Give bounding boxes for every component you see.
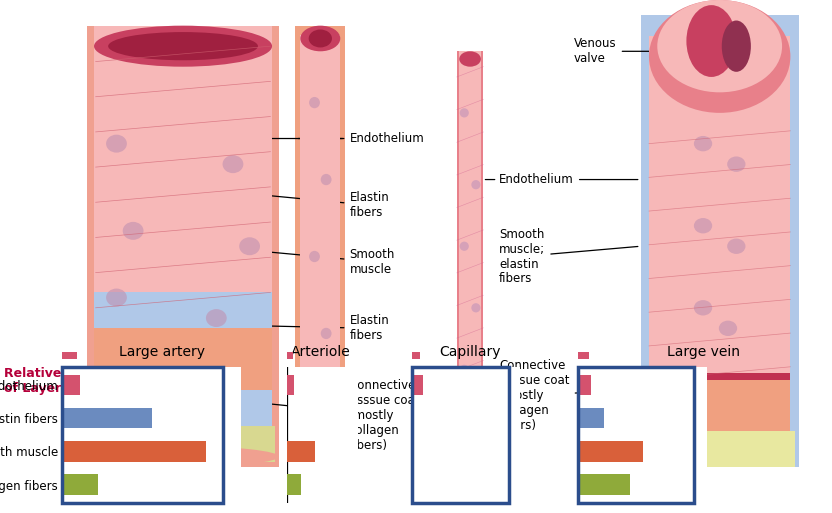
Ellipse shape [310, 251, 319, 262]
Bar [295, 26, 345, 467]
Ellipse shape [106, 134, 127, 153]
Ellipse shape [694, 136, 712, 151]
Ellipse shape [471, 180, 481, 189]
Ellipse shape [106, 288, 127, 307]
Bar [287, 474, 301, 495]
Ellipse shape [300, 26, 340, 51]
Ellipse shape [459, 51, 481, 67]
Bar [94, 390, 272, 426]
Bar [92, 426, 275, 462]
Bar [649, 373, 790, 380]
Bar [62, 441, 206, 462]
Ellipse shape [309, 29, 332, 48]
Text: Connective
tisssue coat
(mostly
collagen
fibers): Connective tisssue coat (mostly collagen… [499, 359, 638, 431]
Ellipse shape [139, 376, 160, 394]
Bar [287, 441, 315, 462]
Text: Smooth
muscle;
elastin
fibers: Smooth muscle; elastin fibers [499, 227, 638, 286]
Text: Elastin
fibers: Elastin fibers [265, 191, 389, 219]
Text: Capillary: Capillary [439, 345, 501, 359]
Ellipse shape [464, 406, 474, 415]
Ellipse shape [722, 21, 751, 72]
Bar [62, 375, 80, 396]
Ellipse shape [657, 0, 782, 92]
Text: Endothelium: Endothelium [265, 132, 424, 145]
Bar [300, 35, 340, 425]
Ellipse shape [694, 300, 712, 315]
Text: Large vein: Large vein [666, 345, 740, 359]
Text: Arteriole: Arteriole [290, 345, 350, 359]
Polygon shape [420, 446, 468, 492]
Bar [295, 432, 345, 436]
Ellipse shape [727, 239, 745, 254]
Text: Venous
valve: Venous valve [574, 37, 717, 65]
Ellipse shape [206, 309, 226, 327]
Ellipse shape [321, 328, 331, 339]
Bar [457, 51, 483, 467]
Bar [62, 408, 152, 428]
Ellipse shape [94, 26, 272, 67]
Bar [287, 351, 293, 359]
Bar [287, 375, 295, 396]
Ellipse shape [459, 108, 469, 117]
Text: Large artery: Large artery [119, 345, 206, 359]
Ellipse shape [459, 242, 469, 251]
Bar [62, 474, 98, 495]
Bar [94, 292, 272, 328]
Bar [645, 431, 795, 467]
Ellipse shape [123, 222, 144, 240]
Bar [459, 51, 481, 467]
Bar [94, 328, 272, 390]
Bar [578, 441, 643, 462]
Ellipse shape [108, 32, 258, 61]
Ellipse shape [719, 321, 737, 336]
Text: Endothelium: Endothelium [499, 173, 638, 186]
Bar [299, 425, 342, 431]
Ellipse shape [471, 303, 481, 312]
Bar [412, 351, 420, 359]
Bar [578, 474, 630, 495]
Text: Connective
tisssue coat
(mostly
collagen
fibers): Connective tisssue coat (mostly collagen… [260, 379, 420, 452]
Bar [649, 380, 790, 431]
Ellipse shape [459, 365, 469, 374]
Bar [641, 15, 799, 467]
Ellipse shape [686, 5, 736, 77]
Ellipse shape [240, 237, 260, 255]
Bar [87, 26, 279, 467]
Text: Elastin
fibers: Elastin fibers [260, 314, 389, 342]
Text: Relative Thickness
of Layers in Wall: Relative Thickness of Layers in Wall [4, 367, 136, 395]
Ellipse shape [223, 155, 244, 173]
Ellipse shape [321, 174, 331, 185]
Ellipse shape [649, 0, 790, 113]
Ellipse shape [87, 446, 279, 467]
Bar [412, 375, 423, 396]
Bar [649, 36, 790, 374]
Text: Smooth
muscle: Smooth muscle [265, 248, 395, 275]
Bar [578, 408, 604, 428]
Bar [94, 26, 272, 292]
Ellipse shape [727, 156, 745, 172]
Bar [578, 375, 591, 396]
Bar [578, 351, 588, 359]
Ellipse shape [310, 97, 319, 108]
Ellipse shape [694, 218, 712, 233]
Bar [62, 351, 77, 359]
